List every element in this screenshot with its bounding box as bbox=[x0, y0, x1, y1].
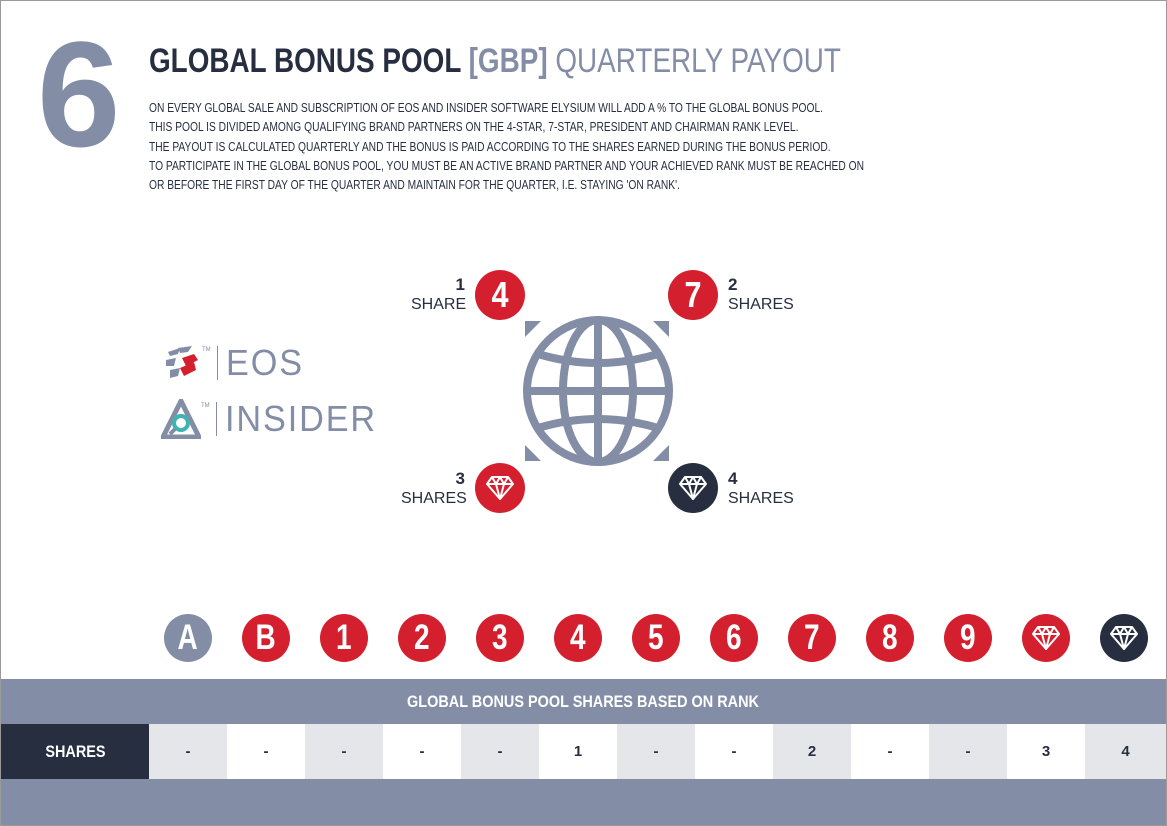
share-unit: SHARES bbox=[728, 490, 794, 507]
footer-band bbox=[1, 779, 1166, 825]
rank-label: 1 bbox=[336, 618, 352, 657]
eos-divider bbox=[216, 346, 218, 380]
rank-badge-9: 9 bbox=[944, 614, 992, 662]
share-unit: SHARE bbox=[411, 296, 467, 313]
rank-badge-8: 8 bbox=[866, 614, 914, 662]
table-header-text: GLOBAL BONUS POOL SHARES BASED ON RANK bbox=[407, 692, 760, 711]
rank-badge-6: 6 bbox=[710, 614, 758, 662]
table-cell: 3 bbox=[1007, 724, 1085, 779]
share-label-top-left: 1 SHARE bbox=[411, 275, 467, 315]
share-count: 1 bbox=[455, 275, 465, 294]
shares-row-label-text: SHARES bbox=[44, 741, 106, 761]
rank-row: A B 1 2 3 4 5 6 7 8 9 bbox=[1, 614, 1166, 664]
arrow-top-right-icon bbox=[653, 321, 669, 337]
table-cell: - bbox=[461, 724, 539, 779]
shares-row-label: SHARES bbox=[1, 724, 149, 779]
rank-badge-chairman bbox=[668, 463, 718, 513]
rank-label: 7 bbox=[804, 618, 820, 657]
rank-badge-b: B bbox=[242, 614, 290, 662]
insider-tm: TM bbox=[201, 403, 210, 409]
diamond-icon bbox=[1110, 626, 1138, 650]
title-main: GLOBAL BONUS POOL bbox=[149, 42, 461, 80]
rank-badge-chairman bbox=[1100, 614, 1148, 662]
table-cell: 4 bbox=[1085, 724, 1166, 779]
intro-line: TO PARTICIPATE IN THE GLOBAL BONUS POOL,… bbox=[149, 158, 865, 173]
rank-badge-7: 7 bbox=[668, 270, 718, 320]
share-unit: SHARES bbox=[401, 490, 467, 507]
rank-label: 4 bbox=[570, 618, 586, 657]
share-count: 4 bbox=[728, 469, 738, 488]
rank-badge-president bbox=[475, 463, 525, 513]
share-label-top-right: 2 SHARES bbox=[728, 275, 794, 315]
intro-line: OR BEFORE THE FIRST DAY OF THE QUARTER A… bbox=[149, 178, 680, 193]
share-count: 3 bbox=[455, 469, 465, 488]
rank-label: 2 bbox=[414, 618, 430, 657]
title-abbr: [GBP] bbox=[468, 42, 548, 80]
intro-text: ON EVERY GLOBAL SALE AND SUBSCRIPTION OF… bbox=[149, 99, 865, 195]
eos-wordmark: EOS bbox=[225, 342, 304, 383]
rank-label: 3 bbox=[492, 618, 508, 657]
page-title: GLOBAL BONUS POOL [GBP] QUARTERLY PAYOUT bbox=[149, 39, 841, 83]
rank-label: 5 bbox=[648, 618, 664, 657]
table-cell: - bbox=[227, 724, 305, 779]
rank-badge-7: 7 bbox=[788, 614, 836, 662]
table-cell: - bbox=[149, 724, 227, 779]
diamond-icon bbox=[486, 476, 514, 500]
eos-tm: TM bbox=[202, 347, 211, 353]
arrow-bottom-right-icon bbox=[653, 445, 669, 461]
table-cell: - bbox=[617, 724, 695, 779]
globe-icon bbox=[523, 316, 673, 466]
rank-badge-5: 5 bbox=[632, 614, 680, 662]
rank-badge-label: 4 bbox=[491, 274, 509, 315]
rank-badge-4: 4 bbox=[554, 614, 602, 662]
rank-badge-label: 7 bbox=[684, 274, 702, 315]
shares-row: SHARES - - - - - 1 - - 2 - - 3 4 bbox=[1, 724, 1166, 779]
rank-badge-president bbox=[1022, 614, 1070, 662]
table-cell: 1 bbox=[539, 724, 617, 779]
rank-label: B bbox=[255, 618, 277, 657]
eos-mark-icon bbox=[166, 346, 198, 378]
insider-wordmark: INSIDER bbox=[224, 398, 377, 439]
rank-label: 9 bbox=[960, 618, 976, 657]
table-cell: 2 bbox=[773, 724, 851, 779]
section-number: 6 bbox=[37, 10, 120, 178]
rank-label: A bbox=[177, 618, 199, 657]
diamond-icon bbox=[1032, 626, 1060, 650]
diamond-icon bbox=[679, 476, 707, 500]
rank-badge-2: 2 bbox=[398, 614, 446, 662]
intro-line: THIS POOL IS DIVIDED AMONG QUALIFYING BR… bbox=[149, 120, 799, 135]
insider-logo: TM INSIDER bbox=[161, 398, 385, 439]
insider-divider bbox=[215, 402, 217, 436]
table-cell: - bbox=[851, 724, 929, 779]
intro-line: ON EVERY GLOBAL SALE AND SUBSCRIPTION OF… bbox=[149, 101, 824, 115]
arrow-top-left-icon bbox=[525, 321, 541, 337]
rank-label: 8 bbox=[882, 618, 898, 657]
intro-line: THE PAYOUT IS CALCULATED QUARTERLY AND T… bbox=[149, 139, 831, 154]
rank-badge-a: A bbox=[164, 614, 212, 662]
share-count: 2 bbox=[728, 275, 738, 294]
table-cell: - bbox=[695, 724, 773, 779]
table-cell: - bbox=[929, 724, 1007, 779]
rank-label: 6 bbox=[726, 618, 742, 657]
share-label-bottom-left: 3 SHARES bbox=[401, 469, 467, 509]
table-header: GLOBAL BONUS POOL SHARES BASED ON RANK bbox=[1, 679, 1166, 725]
table-cell: - bbox=[305, 724, 383, 779]
rank-badge-1: 1 bbox=[320, 614, 368, 662]
arrow-bottom-left-icon bbox=[525, 445, 541, 461]
share-unit: SHARES bbox=[728, 296, 794, 313]
eos-logo: TM EOS bbox=[164, 342, 308, 383]
table-cell: - bbox=[383, 724, 461, 779]
rank-badge-4: 4 bbox=[475, 270, 525, 320]
title-suffix: QUARTERLY PAYOUT bbox=[555, 42, 841, 80]
share-label-bottom-right: 4 SHARES bbox=[728, 469, 794, 509]
insider-mark-icon bbox=[161, 399, 201, 439]
rank-badge-3: 3 bbox=[476, 614, 524, 662]
